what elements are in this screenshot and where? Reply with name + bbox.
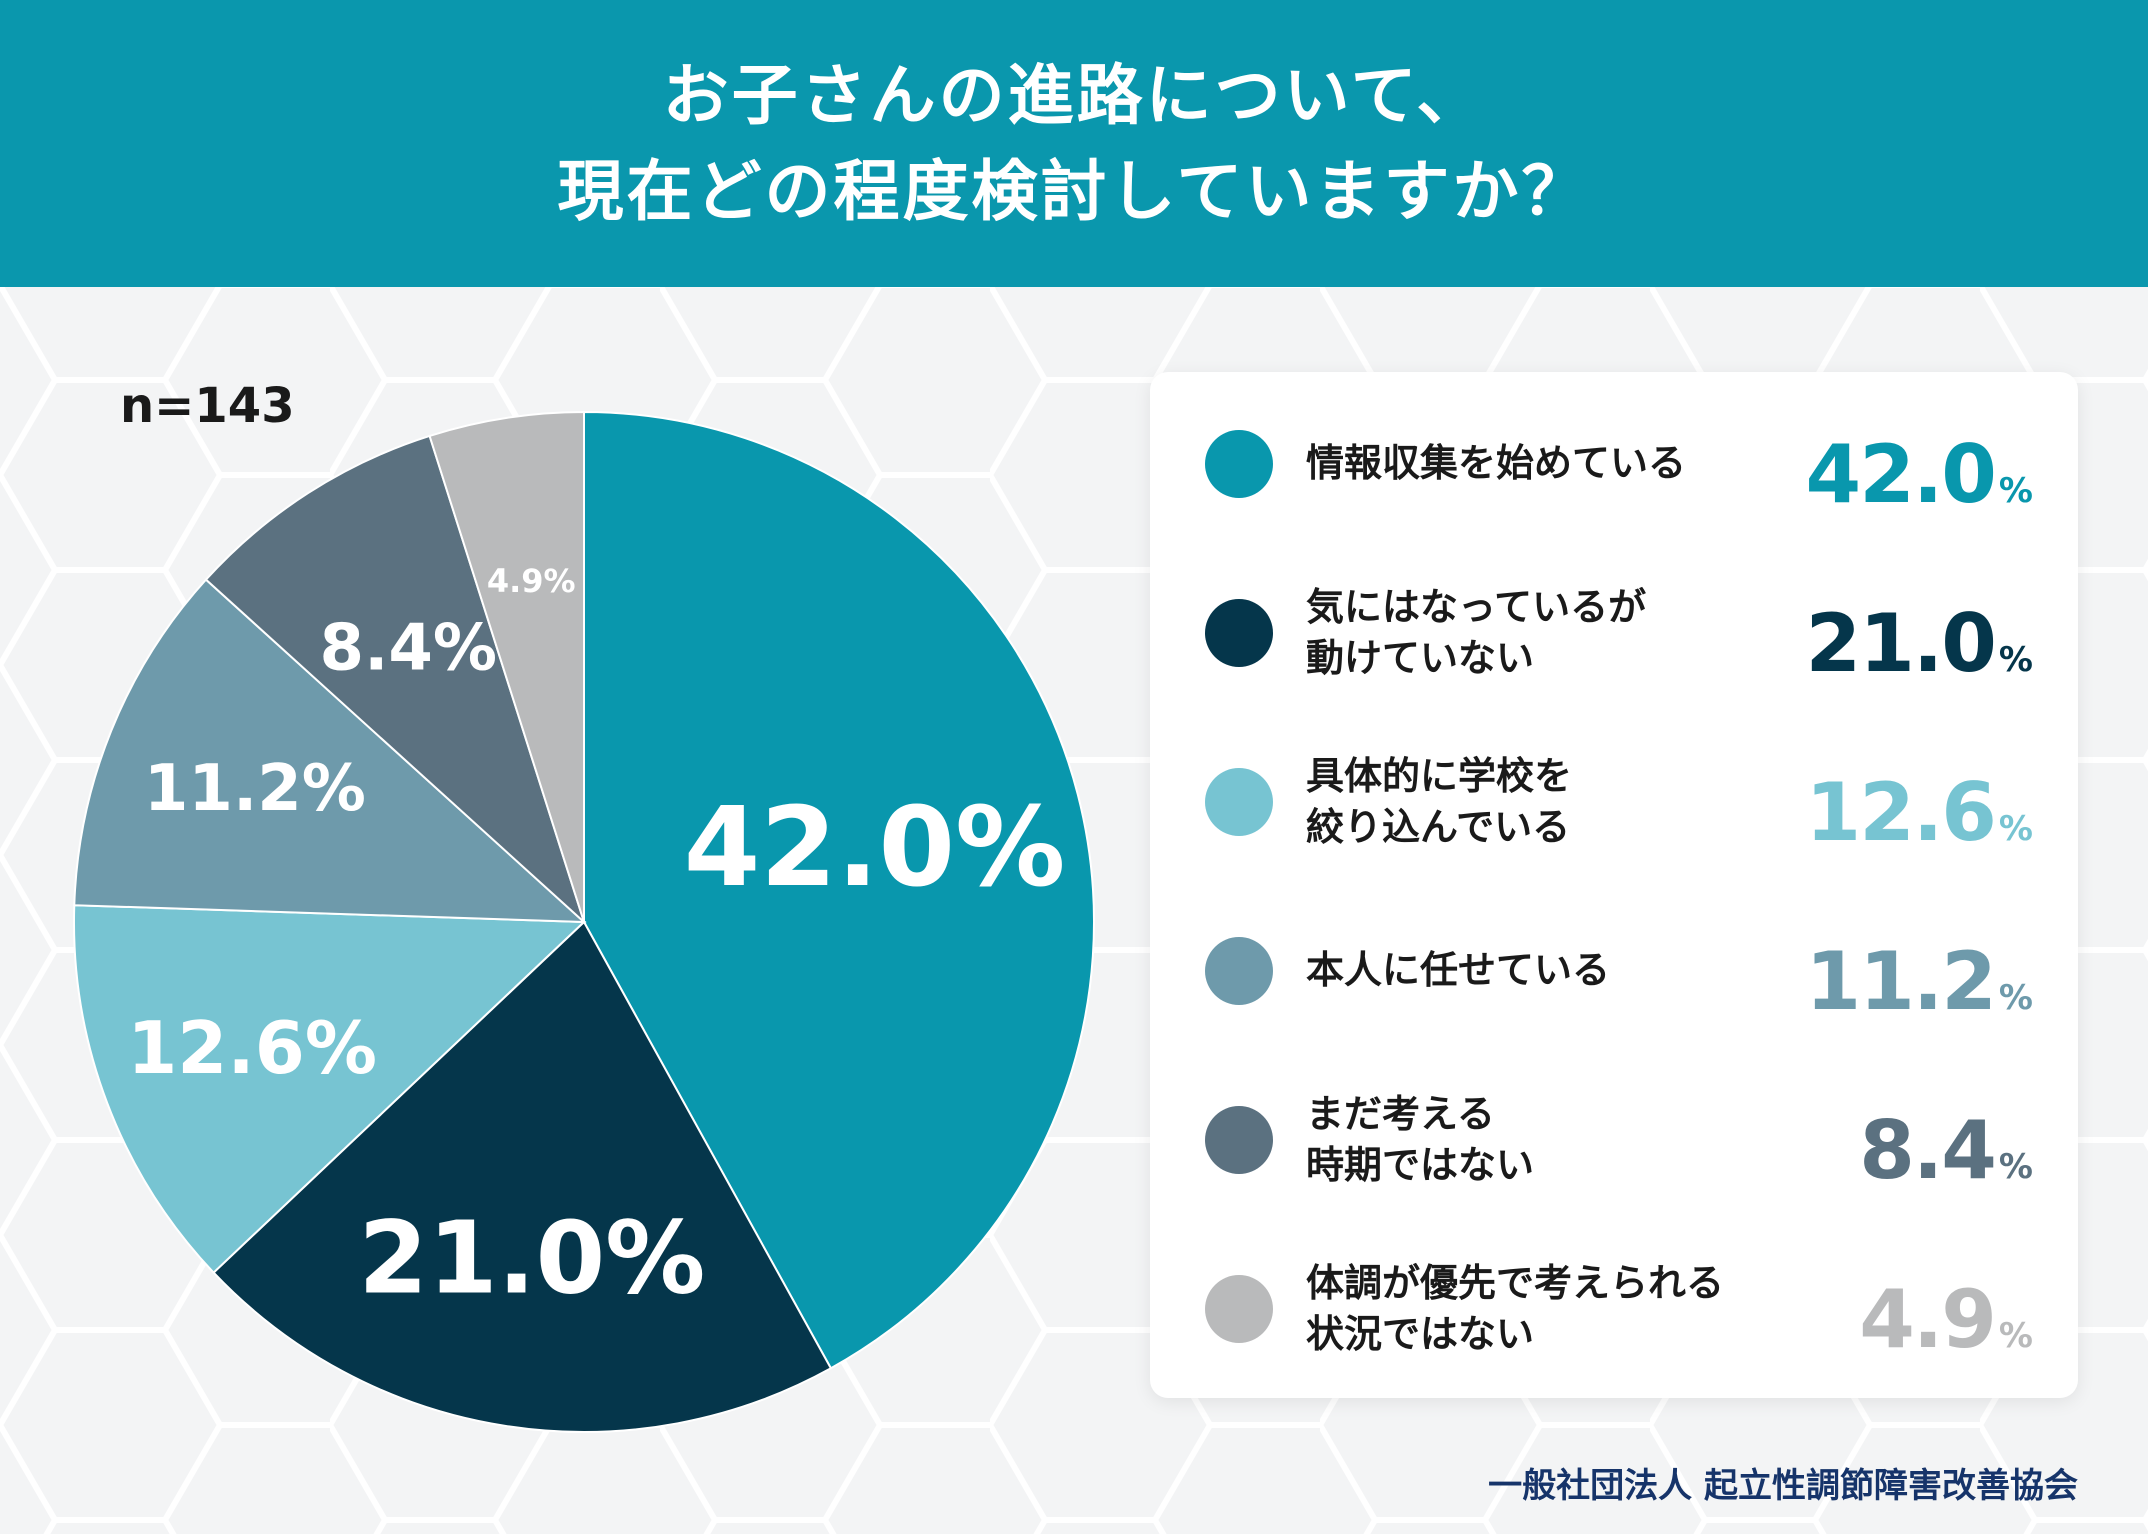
legend-value-number: 8.4 <box>1859 1104 1997 1197</box>
header-banner: お子さんの進路について、 現在どの程度検討していますか？ <box>0 0 2148 287</box>
legend-value-percent-sign: % <box>1998 1316 2033 1356</box>
legend-value: 4.9% <box>1859 1249 2033 1369</box>
legend-item-narrowing-schools: 具体的に学校を 絞り込んでいる 12.6% <box>1150 742 2078 862</box>
sample-size-label: n=143 <box>120 378 295 434</box>
pie-label-12-6: 12.6% <box>127 1006 377 1090</box>
legend-color-dot <box>1205 430 1273 498</box>
legend-label: 具体的に学校を 絞り込んでいる <box>1306 753 1573 849</box>
legend-item-left-to-child: 本人に任せている 11.2% <box>1150 911 2078 1031</box>
legend-color-dot <box>1205 768 1273 836</box>
legend-value-percent-sign: % <box>1998 978 2033 1018</box>
pie-slice-5 <box>204 434 587 926</box>
pie-slice-4 <box>73 578 587 924</box>
legend-value-percent-sign: % <box>1998 471 2033 511</box>
legend-value-percent-sign: % <box>1998 809 2033 849</box>
organization-credit: 一般社団法人 起立性調節障害改善協会 <box>1488 1466 2078 1506</box>
chart-title-line-1: お子さんの進路について、 <box>662 56 1486 134</box>
pie-slice-3 <box>73 904 587 1275</box>
pie-label-42-0: 42.0% <box>684 783 1066 911</box>
legend-color-dot <box>1205 937 1273 1005</box>
pie-label-4-9: 4.9% <box>487 562 576 600</box>
legend-value-percent-sign: % <box>1998 1147 2033 1187</box>
pie-slice-1 <box>583 410 1096 1370</box>
pie-label-11-2: 11.2% <box>144 752 366 826</box>
pie-label-21-0: 21.0% <box>358 1200 705 1317</box>
legend-label: 気にはなっているが 動けていない <box>1306 584 1647 680</box>
legend-value-percent-sign: % <box>1998 640 2033 680</box>
legend-label: 体調が優先で考えられる 状況ではない <box>1306 1260 1725 1356</box>
legend-color-dot <box>1205 599 1273 667</box>
legend-item-concerned-not-acting: 気にはなっているが 動けていない 21.0% <box>1150 573 2078 693</box>
legend-value-number: 42.0 <box>1805 428 1997 521</box>
pie-slice-6 <box>428 410 585 923</box>
legend-label: 本人に任せている <box>1306 948 1611 993</box>
chart-title-line-2: 現在どの程度検討していますか？ <box>557 152 1591 230</box>
legend-color-dot <box>1205 1275 1273 1343</box>
legend-color-dot <box>1205 1106 1273 1174</box>
legend-label: まだ考える 時期ではない <box>1306 1091 1535 1187</box>
legend-item-health-priority: 体調が優先で考えられる 状況ではない 4.9% <box>1150 1249 2078 1369</box>
legend-value: 21.0% <box>1806 573 2033 693</box>
legend-value-number: 11.2 <box>1805 935 1997 1028</box>
pie-label-8-4: 8.4% <box>320 612 498 686</box>
legend-value: 11.2% <box>1806 911 2033 1031</box>
legend-value: 12.6% <box>1806 742 2033 862</box>
pie-slice-2 <box>212 920 833 1433</box>
legend-label: 情報収集を始めている <box>1306 441 1687 486</box>
legend-value-number: 4.9 <box>1859 1273 1997 1366</box>
legend-card: 情報収集を始めている 42.0% 気にはなっているが 動けていない 21.0% 具体的に… <box>1150 372 2078 1398</box>
legend-item-too-early: まだ考える 時期ではない 8.4% <box>1150 1080 2078 1200</box>
legend-value: 8.4% <box>1859 1080 2033 1200</box>
legend-value-number: 21.0 <box>1805 597 1997 690</box>
legend-value-number: 12.6 <box>1805 766 1997 859</box>
legend-value: 42.0% <box>1806 404 2033 524</box>
legend-item-info-gathering: 情報収集を始めている 42.0% <box>1150 404 2078 524</box>
